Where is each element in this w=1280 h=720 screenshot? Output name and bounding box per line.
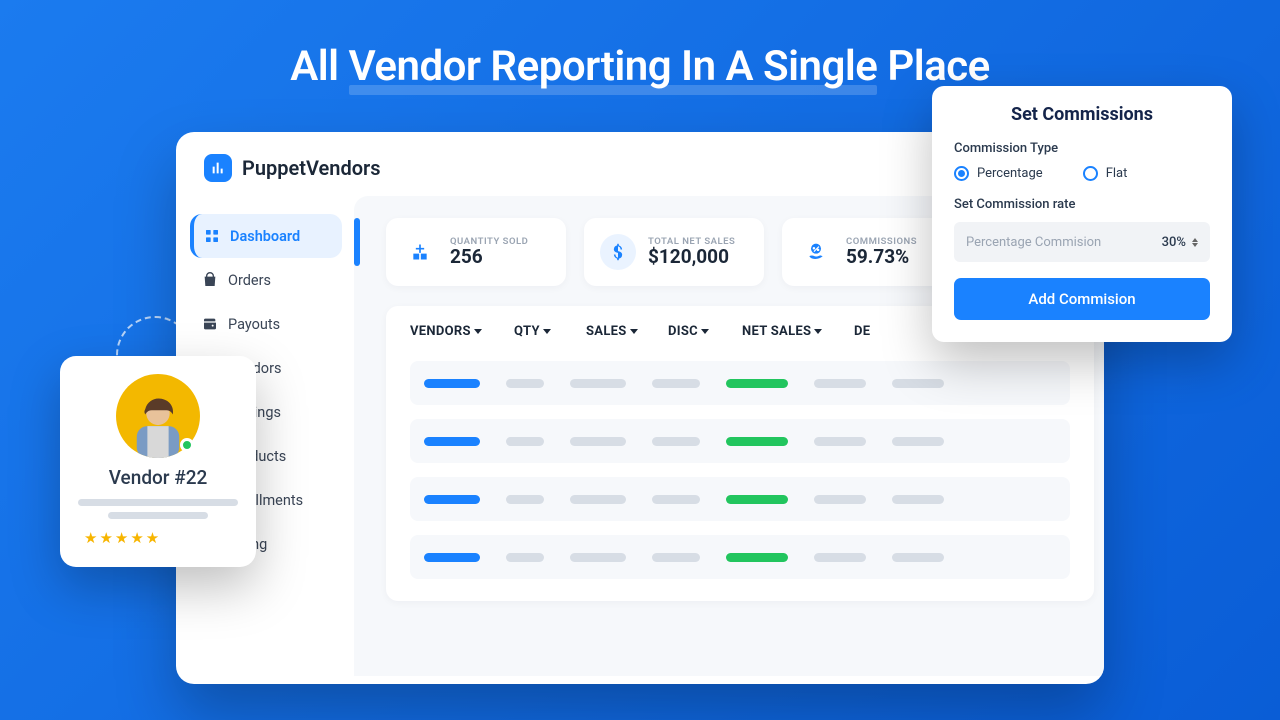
data-pill: [652, 379, 700, 388]
data-pill: [726, 495, 788, 504]
online-status-dot: [180, 438, 194, 452]
percent-hand-icon: [798, 234, 834, 270]
placeholder-line: [108, 512, 207, 519]
hero-title-underlined: Vendor Reporting In A Single: [349, 42, 878, 91]
sidebar-item-dashboard[interactable]: Dashboard: [190, 214, 342, 258]
radio-label: Percentage: [977, 166, 1043, 181]
stat-value: $120,000: [648, 247, 735, 268]
th-de[interactable]: DE: [854, 324, 884, 339]
data-pill: [726, 553, 788, 562]
sort-caret-icon: [543, 329, 551, 334]
dollar-icon: [600, 234, 636, 270]
commission-rate-label: Set Commission rate: [954, 197, 1210, 212]
th-label: SALES: [586, 324, 627, 339]
report-table: VENDORS QTY SALES DISC NET SALES DE: [386, 306, 1094, 601]
bag-icon: [202, 272, 218, 288]
sort-caret-icon: [630, 329, 638, 334]
active-tab-indicator: [354, 218, 360, 266]
sidebar-item-label: Dashboard: [230, 228, 300, 245]
rate-value-text: 30%: [1162, 235, 1186, 250]
boxes-icon: [402, 234, 438, 270]
stat-card-net-sales: TOTAL NET SALES $120,000: [584, 218, 764, 286]
radio-flat[interactable]: Flat: [1083, 166, 1128, 181]
table-row[interactable]: [410, 419, 1070, 463]
data-pill: [506, 495, 544, 504]
data-pill: [424, 553, 480, 562]
table-row[interactable]: [410, 361, 1070, 405]
data-pill: [726, 437, 788, 446]
placeholder-line: [78, 499, 238, 506]
data-pill: [814, 495, 866, 504]
sidebar-item-label: Orders: [228, 272, 271, 289]
add-commission-button[interactable]: Add Commision: [954, 278, 1210, 320]
data-pill: [892, 379, 944, 388]
sidebar-item-orders[interactable]: Orders: [190, 258, 342, 302]
commissions-panel: Set Commissions Commission Type Percenta…: [932, 86, 1232, 342]
data-pill: [506, 437, 544, 446]
data-pill: [652, 553, 700, 562]
commissions-title: Set Commissions: [954, 104, 1210, 125]
rate-value: 30%: [1162, 235, 1198, 250]
wallet-icon: [202, 316, 218, 332]
th-label: NET SALES: [742, 324, 811, 339]
data-pill: [652, 437, 700, 446]
radio-label: Flat: [1106, 166, 1128, 181]
grid-icon: [204, 228, 220, 244]
sort-caret-icon: [814, 329, 822, 334]
th-label: QTY: [514, 324, 540, 339]
commission-rate-input[interactable]: Percentage Commision 30%: [954, 222, 1210, 262]
stat-card-quantity: QUANTITY SOLD 256: [386, 218, 566, 286]
data-pill: [892, 495, 944, 504]
avatar-wrap: [116, 374, 200, 458]
th-sales[interactable]: SALES: [586, 324, 642, 339]
bar-chart-icon: [210, 160, 226, 176]
th-qty[interactable]: QTY: [514, 324, 560, 339]
data-pill: [570, 495, 626, 504]
data-pill: [652, 495, 700, 504]
radio-dot-icon: [1083, 166, 1098, 181]
commission-type-label: Commission Type: [954, 141, 1210, 156]
data-pill: [506, 379, 544, 388]
vendor-card: Vendor #22 ★★★★★: [60, 356, 256, 567]
data-pill: [814, 437, 866, 446]
data-pill: [814, 553, 866, 562]
th-vendors[interactable]: VENDORS: [410, 324, 488, 339]
hero-title-post: Place: [877, 42, 989, 91]
stat-value: 256: [450, 247, 528, 268]
th-label: DISC: [668, 324, 698, 339]
stat-value: 59.73%: [846, 247, 917, 268]
hero-title-pre: All: [290, 42, 348, 91]
rate-placeholder: Percentage Commision: [966, 235, 1101, 250]
sidebar-item-payouts[interactable]: Payouts: [190, 302, 342, 346]
radio-percentage[interactable]: Percentage: [954, 166, 1043, 181]
data-pill: [424, 495, 480, 504]
number-stepper-icon[interactable]: [1192, 238, 1198, 247]
vendor-name: Vendor #22: [78, 466, 238, 489]
data-pill: [814, 379, 866, 388]
table-row[interactable]: [410, 477, 1070, 521]
data-pill: [726, 379, 788, 388]
sidebar-item-label: Payouts: [228, 316, 280, 333]
th-label: DE: [854, 324, 870, 339]
th-net-sales[interactable]: NET SALES: [742, 324, 828, 339]
data-pill: [424, 437, 480, 446]
app-logo: [204, 154, 232, 182]
app-name: PuppetVendors: [242, 156, 381, 180]
hero-title: All Vendor Reporting In A Single Place: [0, 0, 1280, 91]
sort-caret-icon: [701, 329, 709, 334]
data-pill: [424, 379, 480, 388]
sort-caret-icon: [474, 329, 482, 334]
th-label: VENDORS: [410, 324, 471, 339]
data-pill: [570, 553, 626, 562]
data-pill: [892, 553, 944, 562]
th-disc[interactable]: DISC: [668, 324, 716, 339]
commission-type-radios: Percentage Flat: [954, 166, 1210, 181]
data-pill: [570, 379, 626, 388]
table-row[interactable]: [410, 535, 1070, 579]
radio-dot-icon: [954, 166, 969, 181]
rating-stars: ★★★★★: [78, 529, 238, 547]
data-pill: [506, 553, 544, 562]
data-pill: [892, 437, 944, 446]
data-pill: [570, 437, 626, 446]
